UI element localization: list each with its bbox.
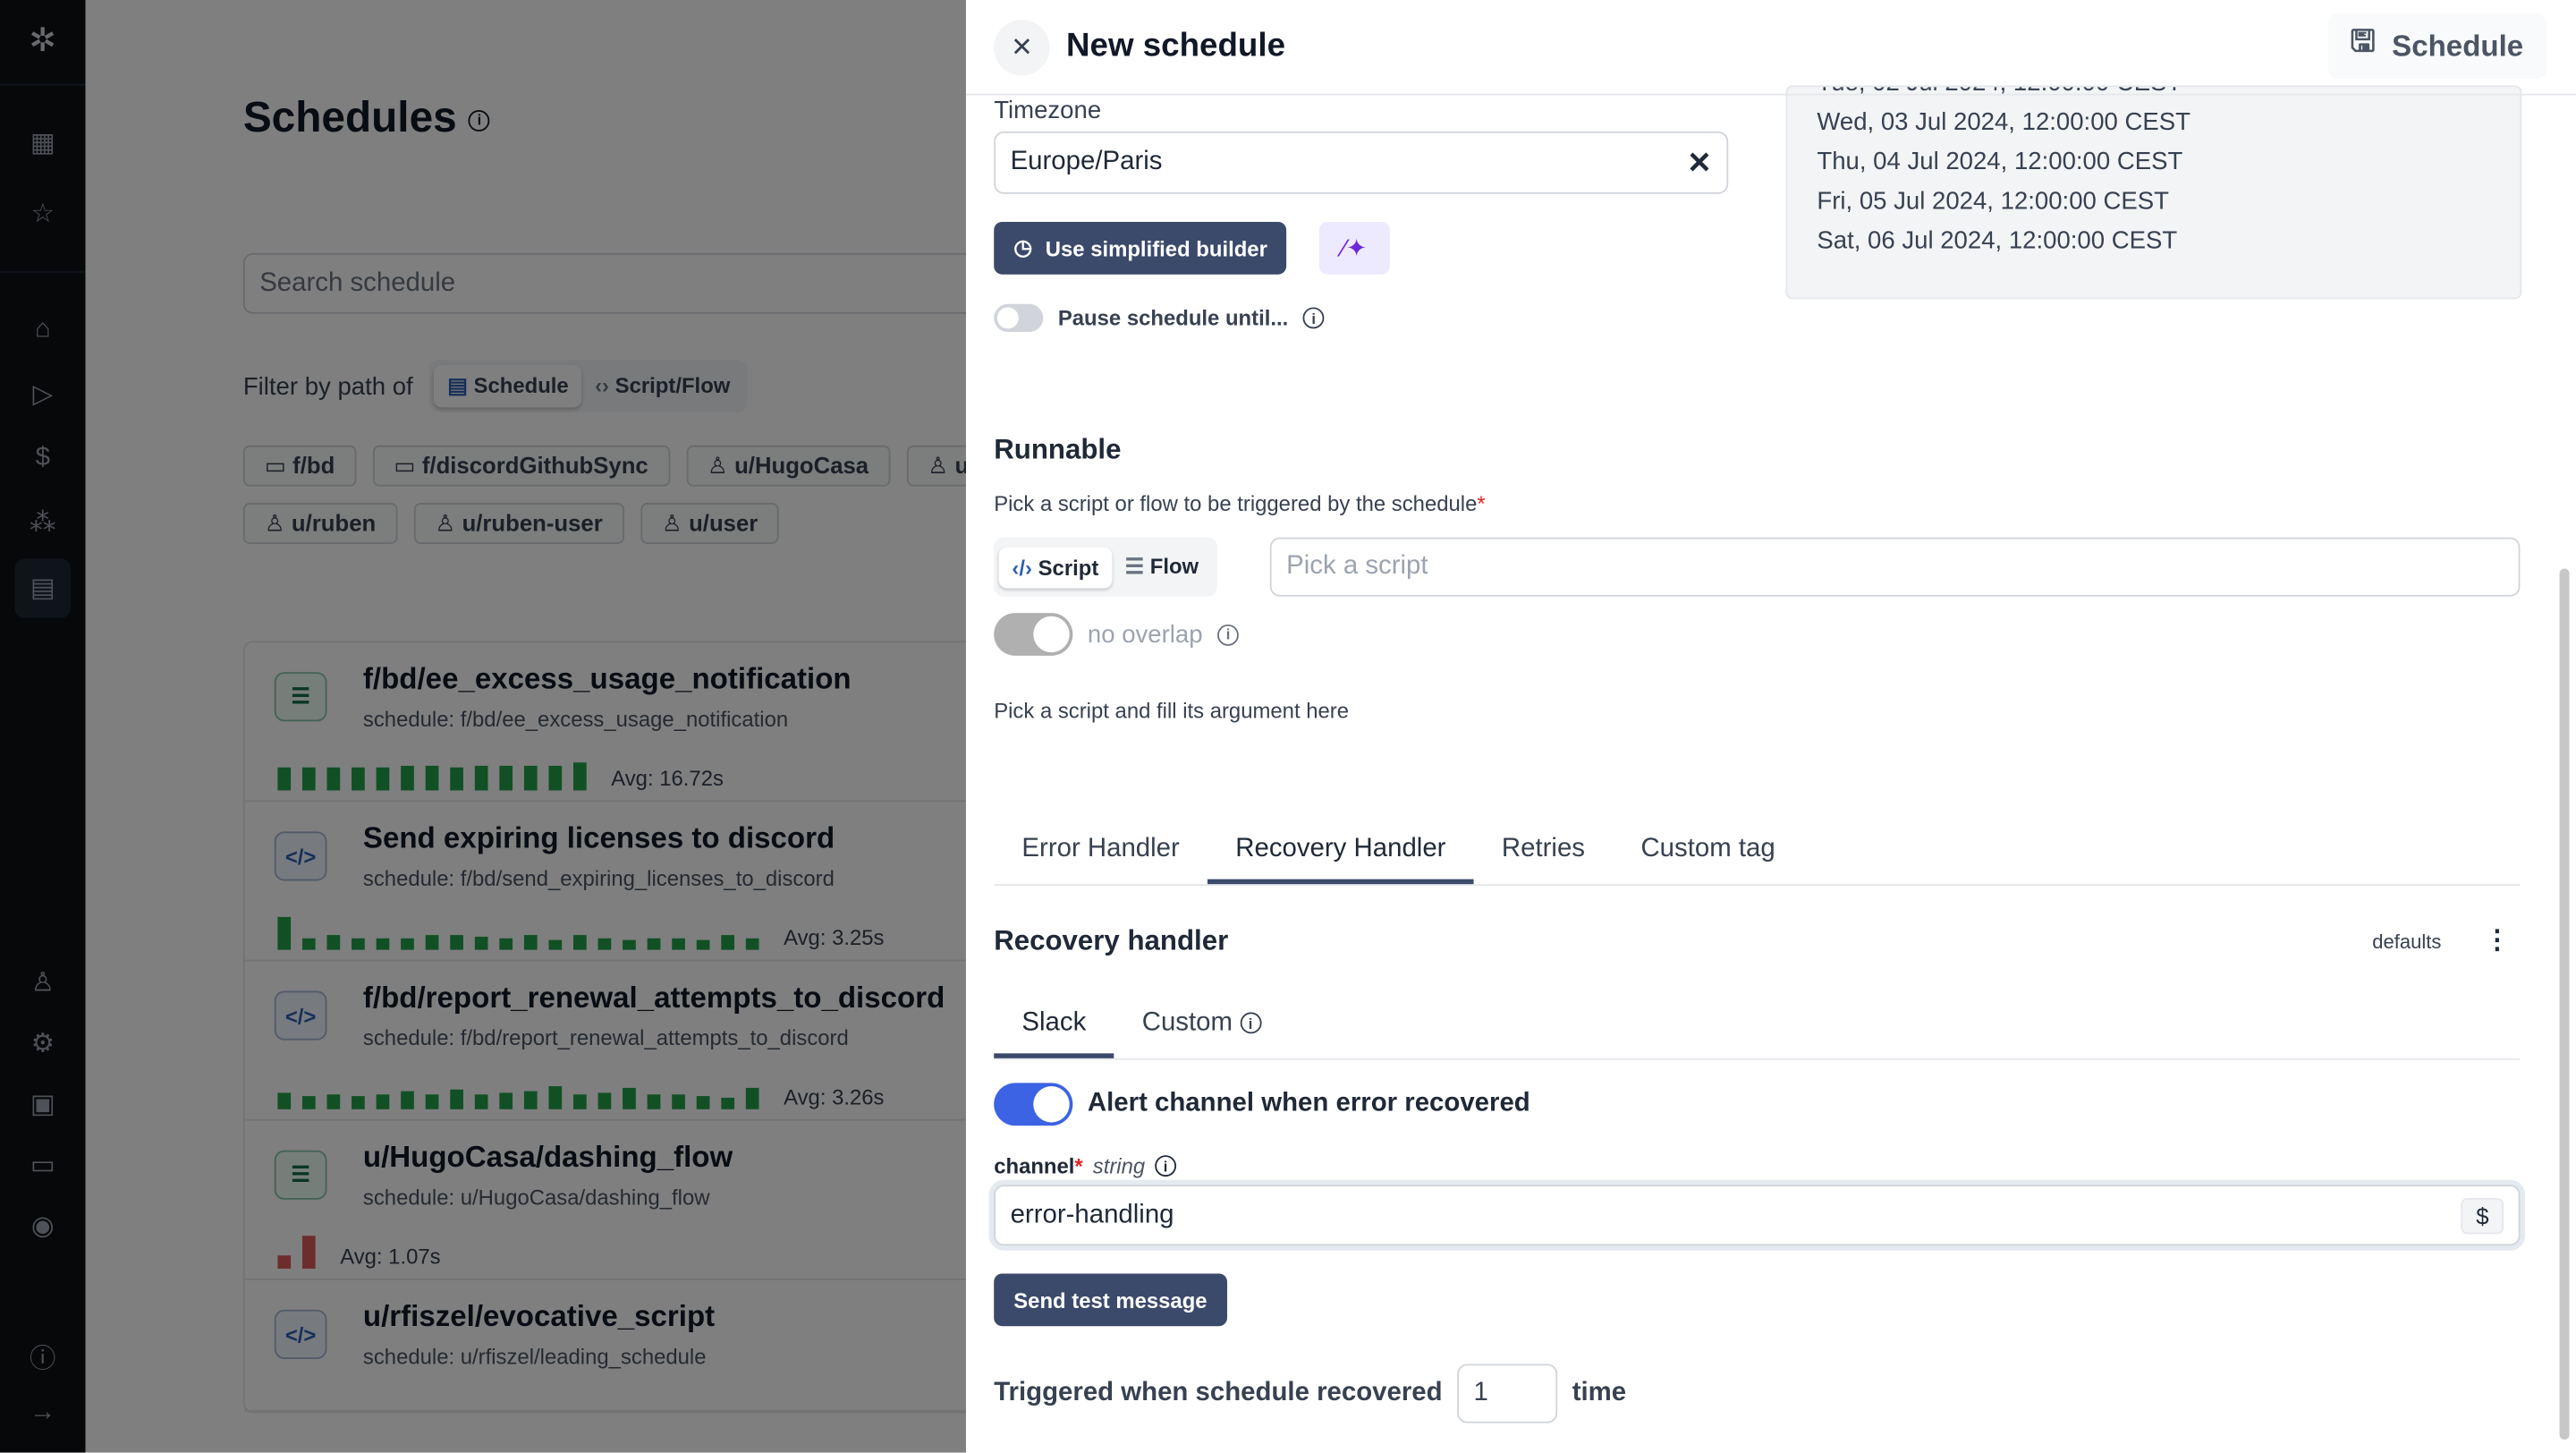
channel-type: string	[1092, 1153, 1146, 1178]
ai-wand-button[interactable]: ⁄✦	[1318, 221, 1390, 275]
args-hint: Pick a script and fill its argument here	[994, 698, 1350, 724]
tab-recovery-handler[interactable]: Recovery Handler	[1208, 821, 1474, 885]
clear-icon[interactable]: ✕	[1687, 145, 1712, 179]
schedule-preview: Tue, 02 Jul 2024, 12:00:00 CEST Wed, 03 J…	[1785, 85, 2522, 300]
save-schedule-button[interactable]: 🖫 Schedule	[2326, 13, 2546, 80]
preview-date: Tue, 02 Jul 2024, 12:00:00 CEST	[1817, 87, 2490, 103]
more-menu-icon[interactable]: ⋮	[2484, 926, 2511, 956]
tab-error-handler[interactable]: Error Handler	[1021, 835, 1180, 863]
runnable-hint: Pick a script or flow to be triggered by…	[994, 491, 1486, 516]
recovery-subtabs: Slack Custom i	[994, 996, 2521, 1060]
clock-icon: ◷	[1013, 234, 1033, 260]
alert-toggle[interactable]	[994, 1083, 1073, 1126]
no-overlap-row: no overlap i	[994, 613, 1239, 656]
preview-date: Fri, 05 Jul 2024, 12:00:00 CEST	[1817, 187, 2169, 216]
modal-backdrop[interactable]	[0, 0, 966, 1453]
timezone-select[interactable]: Europe/Paris ✕	[994, 131, 1729, 194]
pause-toggle[interactable]	[994, 303, 1044, 333]
info-icon[interactable]: i	[1155, 1155, 1177, 1177]
use-simplified-builder-button[interactable]: ◷ Use simplified builder	[994, 221, 1287, 275]
runnable-kind-toggle: ‹/› Script ☰ Flow	[994, 537, 1217, 597]
info-icon[interactable]: i	[1217, 624, 1239, 645]
channel-input[interactable]: error-handling $	[994, 1185, 2521, 1246]
alert-row: Alert channel when error recovered	[994, 1083, 1530, 1126]
code-icon: ‹/›	[1012, 554, 1032, 580]
preview-date: Sat, 06 Jul 2024, 12:00:00 CEST	[1817, 226, 2178, 255]
tab-custom-tag[interactable]: Custom tag	[1640, 835, 1775, 863]
close-icon: ✕	[1011, 33, 1033, 62]
new-schedule-drawer: Tue, 02 Jul 2024, 12:00:00 CEST Wed, 03 J…	[965, 0, 2576, 1453]
kind-script[interactable]: ‹/› Script	[998, 546, 1112, 588]
send-test-message-button[interactable]: Send test message	[994, 1273, 1227, 1327]
trigger-row: Triggered when schedule recovered 1 time	[994, 1364, 1626, 1423]
flow-icon: ☰	[1124, 553, 1145, 579]
preview-date: Thu, 04 Jul 2024, 12:00:00 CEST	[1817, 148, 2183, 176]
trigger-count-input[interactable]: 1	[1457, 1364, 1558, 1423]
drawer-title: New schedule	[1066, 28, 1286, 64]
timezone-value: Europe/Paris	[1010, 148, 1163, 176]
drawer-header: ✕ New schedule 🖫 Schedule	[965, 0, 2576, 96]
preview-date: Wed, 03 Jul 2024, 12:00:00 CEST	[1817, 108, 2191, 137]
channel-label-row: channel* string i	[994, 1153, 1177, 1178]
no-overlap-toggle[interactable]	[994, 613, 1073, 656]
channel-label: channel*	[994, 1153, 1083, 1178]
pause-row: Pause schedule until... i	[994, 303, 1325, 333]
runnable-heading: Runnable	[994, 433, 1122, 465]
save-icon: 🖫	[2350, 24, 2376, 58]
subtab-custom[interactable]: Custom i	[1114, 996, 1290, 1058]
scrollbar[interactable]	[2559, 568, 2570, 1440]
recovery-heading: Recovery handler	[994, 925, 1229, 956]
wand-icon: ⁄✦	[1342, 234, 1368, 263]
kind-flow[interactable]: ☰ Flow	[1124, 553, 1199, 579]
info-icon[interactable]: i	[1302, 307, 1325, 329]
timezone-label: Timezone	[994, 97, 1102, 125]
defaults-button[interactable]: defaults	[2372, 930, 2442, 954]
subtab-slack[interactable]: Slack	[994, 996, 1114, 1058]
tab-retries[interactable]: Retries	[1501, 835, 1586, 863]
info-icon[interactable]: i	[1240, 1012, 1262, 1034]
dollar-icon[interactable]: $	[2461, 1197, 2504, 1234]
script-picker[interactable]: Pick a script	[1269, 537, 2521, 597]
handler-tabs: Error Handler Recovery Handler Retries Cust…	[994, 821, 2521, 886]
close-button[interactable]: ✕	[994, 19, 1050, 75]
